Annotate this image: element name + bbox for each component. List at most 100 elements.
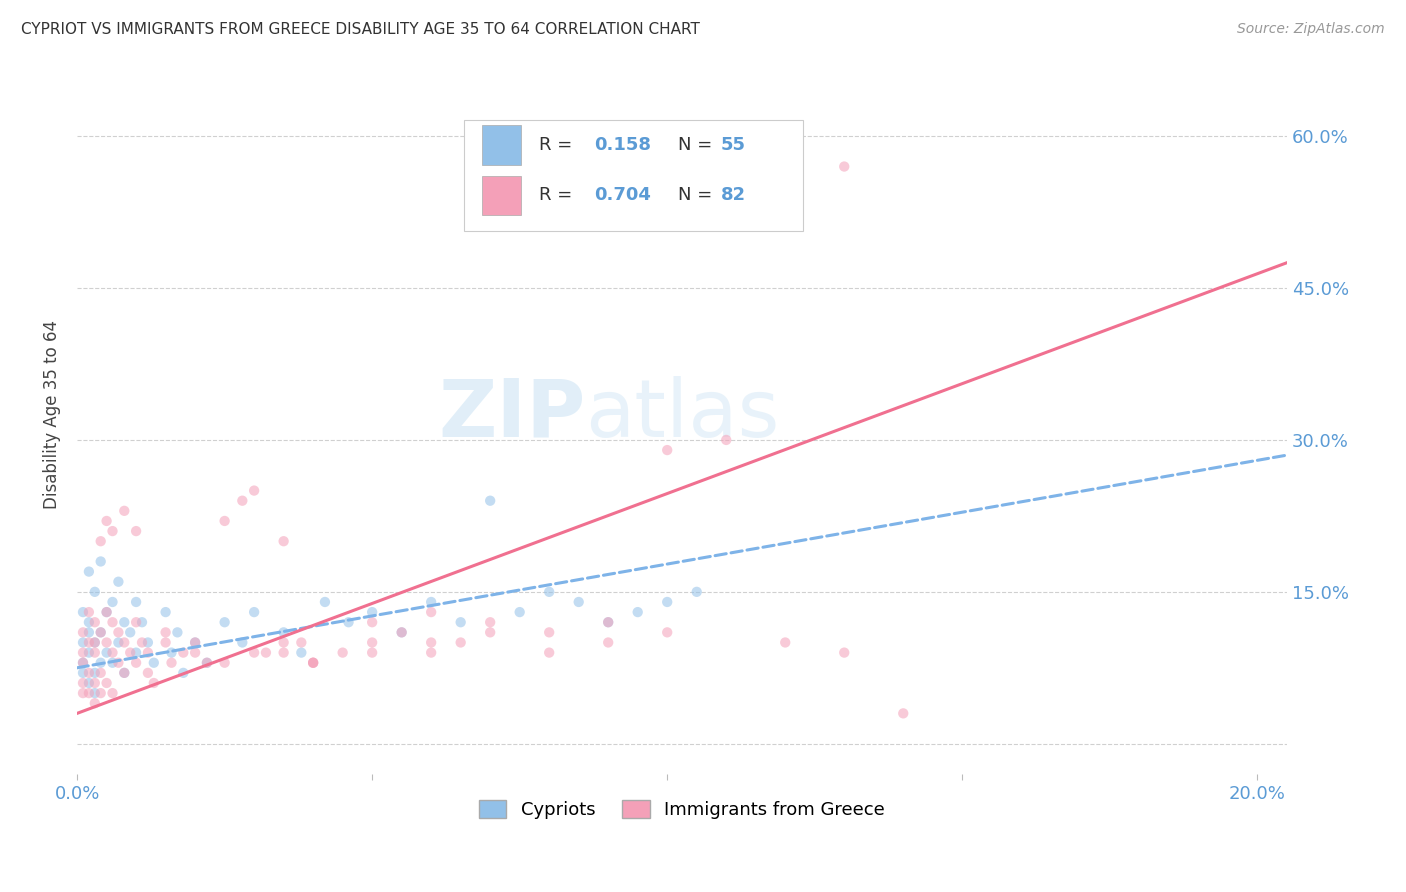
Point	[83, 585, 105, 599]
Text: N =: N =	[678, 136, 718, 154]
Point	[538, 585, 561, 599]
Point	[195, 656, 218, 670]
Text: N =: N =	[678, 186, 718, 204]
Point	[302, 656, 325, 670]
Point	[166, 625, 188, 640]
Point	[90, 534, 112, 549]
Point	[101, 524, 124, 538]
Point	[184, 646, 207, 660]
Point	[125, 615, 148, 630]
Point	[450, 615, 472, 630]
Point	[254, 646, 277, 660]
Point	[77, 676, 100, 690]
Point	[77, 646, 100, 660]
Point	[90, 625, 112, 640]
Point	[657, 625, 679, 640]
Point	[131, 635, 153, 649]
Point	[479, 625, 502, 640]
Text: Source: ZipAtlas.com: Source: ZipAtlas.com	[1237, 22, 1385, 37]
Point	[302, 656, 325, 670]
Point	[568, 595, 591, 609]
Point	[96, 605, 118, 619]
Point	[773, 635, 796, 649]
Text: R =: R =	[540, 136, 583, 154]
Point	[96, 676, 118, 690]
FancyBboxPatch shape	[482, 125, 522, 165]
Point	[155, 605, 177, 619]
Point	[83, 686, 105, 700]
Point	[136, 635, 159, 649]
Point	[155, 635, 177, 649]
Point	[420, 646, 443, 660]
Point	[101, 646, 124, 660]
Point	[83, 676, 105, 690]
Y-axis label: Disability Age 35 to 64: Disability Age 35 to 64	[44, 320, 60, 509]
Point	[172, 646, 194, 660]
Point	[125, 646, 148, 660]
Point	[101, 595, 124, 609]
Point	[538, 625, 561, 640]
Point	[96, 514, 118, 528]
Point	[231, 635, 253, 649]
Point	[142, 656, 165, 670]
Point	[90, 686, 112, 700]
Point	[420, 595, 443, 609]
Point	[77, 686, 100, 700]
Point	[290, 635, 312, 649]
Text: atlas: atlas	[585, 376, 779, 454]
Point	[77, 635, 100, 649]
Point	[273, 635, 295, 649]
Point	[72, 676, 94, 690]
Point	[72, 605, 94, 619]
Point	[83, 635, 105, 649]
Point	[184, 635, 207, 649]
Text: CYPRIOT VS IMMIGRANTS FROM GREECE DISABILITY AGE 35 TO 64 CORRELATION CHART: CYPRIOT VS IMMIGRANTS FROM GREECE DISABI…	[21, 22, 700, 37]
Point	[273, 625, 295, 640]
Point	[172, 665, 194, 680]
Point	[243, 646, 266, 660]
Point	[538, 646, 561, 660]
Point	[479, 493, 502, 508]
Point	[131, 615, 153, 630]
Point	[107, 635, 129, 649]
Point	[243, 483, 266, 498]
Point	[214, 656, 236, 670]
Point	[72, 635, 94, 649]
Point	[72, 625, 94, 640]
Point	[832, 160, 855, 174]
Point	[72, 656, 94, 670]
Point	[112, 615, 135, 630]
Point	[136, 665, 159, 680]
Point	[101, 656, 124, 670]
Point	[243, 605, 266, 619]
Point	[83, 646, 105, 660]
Point	[136, 646, 159, 660]
Point	[337, 615, 360, 630]
Point	[509, 605, 531, 619]
Text: 0.158: 0.158	[593, 136, 651, 154]
Point	[120, 625, 142, 640]
Point	[332, 646, 354, 660]
Point	[77, 565, 100, 579]
Point	[598, 615, 620, 630]
Point	[77, 625, 100, 640]
Point	[361, 605, 384, 619]
Point	[83, 635, 105, 649]
Point	[657, 595, 679, 609]
Point	[302, 656, 325, 670]
Point	[96, 646, 118, 660]
Text: R =: R =	[540, 186, 583, 204]
Point	[832, 646, 855, 660]
Point	[184, 635, 207, 649]
Point	[891, 706, 914, 721]
FancyBboxPatch shape	[482, 176, 522, 215]
Point	[450, 635, 472, 649]
Point	[273, 646, 295, 660]
Point	[90, 554, 112, 568]
Point	[96, 605, 118, 619]
Text: 82: 82	[721, 186, 745, 204]
Point	[657, 443, 679, 458]
Point	[77, 615, 100, 630]
Text: 55: 55	[721, 136, 745, 154]
Point	[160, 646, 183, 660]
